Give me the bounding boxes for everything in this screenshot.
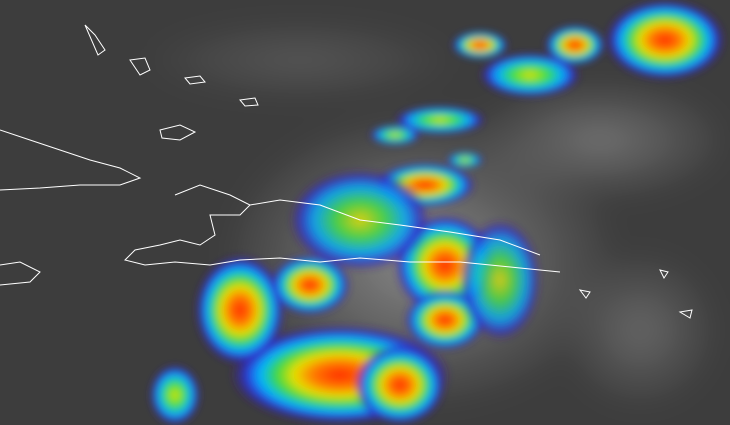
island-5 [184, 75, 206, 85]
coastline-jamaica [0, 261, 41, 286]
island-2 [129, 57, 151, 76]
convection-cells [150, 0, 725, 425]
island-4 [239, 97, 259, 107]
coastline-hispaniola-north [249, 199, 541, 256]
island-1 [159, 124, 197, 141]
coastlines [0, 24, 693, 319]
coastline-hispaniola-west [124, 184, 561, 273]
coastline-cuba [0, 129, 142, 191]
island-7 [659, 269, 669, 279]
island-3 [84, 24, 106, 56]
island-6 [678, 309, 693, 319]
island-8 [578, 289, 591, 299]
